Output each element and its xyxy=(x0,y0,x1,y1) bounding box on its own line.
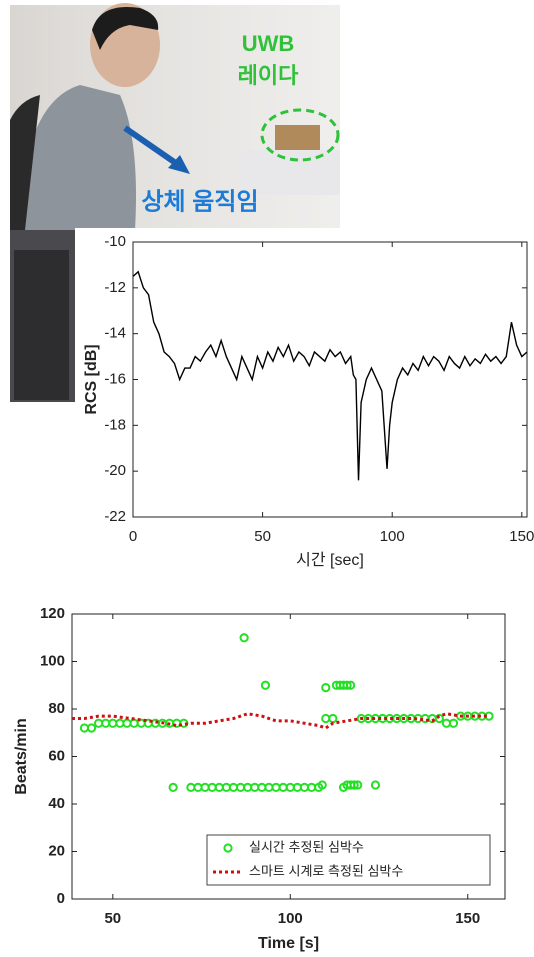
y-tick-label: -12 xyxy=(104,279,126,296)
data-point xyxy=(349,780,359,790)
data-point xyxy=(353,780,363,790)
y-axis-label: RCS [dB] xyxy=(83,344,100,414)
data-point xyxy=(260,680,271,690)
y-tick-label: -10 xyxy=(104,233,126,250)
legend-box xyxy=(206,834,491,886)
x-axis-label: 시간 [sec] xyxy=(296,551,364,569)
photo-hair xyxy=(92,6,159,50)
y-axis-label: Beats/min xyxy=(13,718,30,794)
photo-radar xyxy=(275,125,320,150)
data-point xyxy=(317,780,327,790)
y-tick-label: 80 xyxy=(48,700,65,717)
y-tick-label: 100 xyxy=(40,652,65,669)
x-tick-label: 0 xyxy=(129,528,137,545)
y-tick-label: 0 xyxy=(57,890,65,907)
photo-chair-back xyxy=(14,250,69,400)
y-tick-label: 20 xyxy=(48,842,65,859)
data-point xyxy=(448,718,459,728)
x-tick-label: 100 xyxy=(278,910,303,927)
data-point xyxy=(239,633,249,643)
data-point xyxy=(370,780,381,790)
data-point xyxy=(342,680,352,690)
photo-sweater xyxy=(20,85,136,230)
motion-arrowhead xyxy=(168,155,190,174)
y-tick-label: -20 xyxy=(104,462,126,479)
photo-label: UWB xyxy=(242,31,295,56)
y-tick-label: -22 xyxy=(104,508,126,525)
legend-label: 스마트 시계로 측정된 심박수 xyxy=(249,863,403,878)
plot-area xyxy=(132,241,528,518)
y-tick-label: -14 xyxy=(104,325,126,342)
data-point xyxy=(434,713,444,724)
radar-highlight xyxy=(260,108,340,162)
x-axis-label: Time [s] xyxy=(258,935,319,952)
y-tick-label: -18 xyxy=(104,416,126,433)
x-tick-label: 150 xyxy=(509,528,534,545)
x-tick-label: 150 xyxy=(455,910,480,927)
y-tick-label: 40 xyxy=(48,795,65,812)
photo-chair-edge xyxy=(10,95,40,230)
data-line xyxy=(132,270,528,481)
photo-label: 상체 움직임 xyxy=(141,188,258,215)
y-tick-label: 120 xyxy=(40,605,65,622)
legend-label: 실시간 추정된 심박수 xyxy=(249,839,364,854)
data-line xyxy=(72,712,490,730)
photo-box xyxy=(240,150,340,195)
legend-swatch xyxy=(223,843,233,853)
chart-rcs: -22 -20 -18 -16 -14 -12 -10 0 50 100 150 시간 [sec] RC… xyxy=(83,233,534,569)
x-tick-label: 100 xyxy=(380,528,405,545)
chart-heart-rate: 0 20 40 60 80 100 120 50 100 150 Time [s] Beats/min… xyxy=(13,605,506,952)
x-tick-label: 50 xyxy=(104,910,121,927)
x-tick-label: 50 xyxy=(254,528,271,545)
data-point xyxy=(86,723,97,733)
y-tick-label: -16 xyxy=(104,370,126,387)
motion-arrow xyxy=(123,125,182,169)
data-point xyxy=(168,782,178,792)
photo: UWB 레이다 상체 움직임 xyxy=(10,3,340,402)
data-point xyxy=(346,680,356,690)
photo-label: 레이다 xyxy=(238,63,299,88)
data-point xyxy=(321,683,331,693)
y-tick-label: 60 xyxy=(48,747,65,764)
